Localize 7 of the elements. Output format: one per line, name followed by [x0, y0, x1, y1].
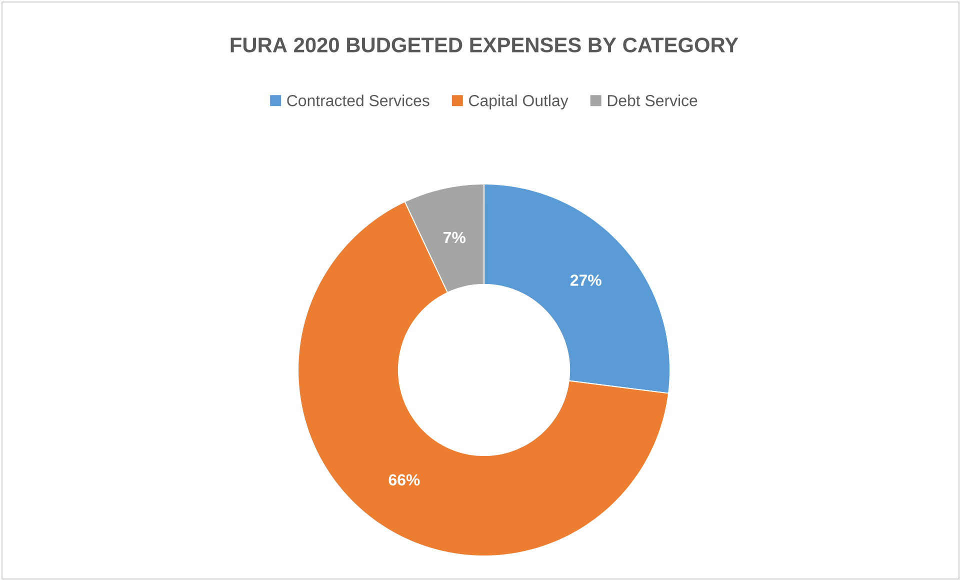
- chart-title: FURA 2020 BUDGETED EXPENSES BY CATEGORY: [230, 38, 738, 52]
- legend-label: Debt Service: [608, 94, 698, 106]
- legend-label: Contracted Services: [287, 94, 430, 106]
- data-label: 66%: [388, 474, 420, 486]
- data-label: 7%: [444, 232, 466, 244]
- legend-label: Capital Outlay: [469, 94, 568, 110]
- data-label: 27%: [570, 274, 602, 286]
